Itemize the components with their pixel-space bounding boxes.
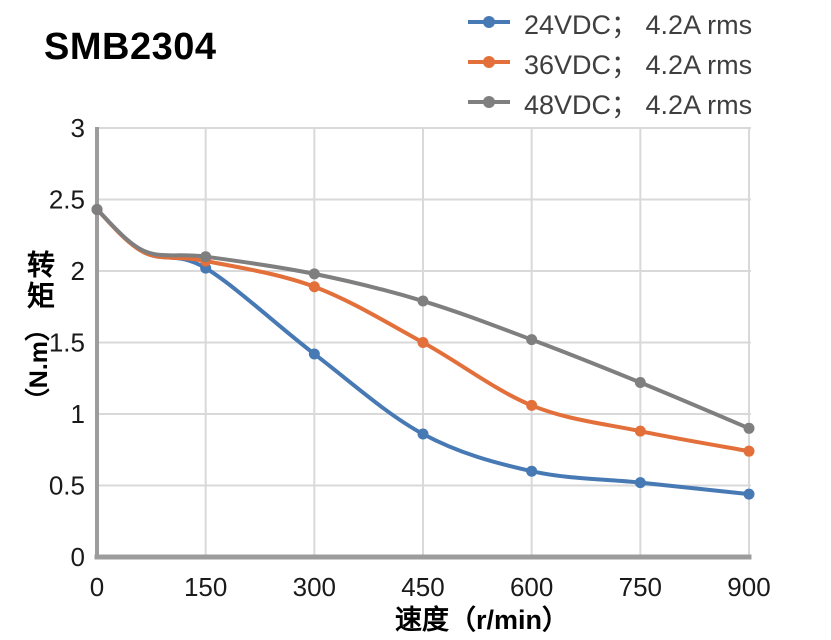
y-tick-label: 0.5 (49, 471, 85, 501)
y-axis-title-unit: （N.m） (25, 316, 53, 414)
legend-item-36vdc: 36VDC； 4.2A rms (466, 45, 753, 80)
x-axis-title: 速度（r/min） (394, 605, 570, 635)
series-marker-48vdc (308, 268, 320, 280)
y-axis-title-cjk: 转矩 (24, 250, 55, 312)
series-marker-36vdc (634, 425, 646, 437)
x-tick-label: 0 (90, 572, 104, 602)
y-tick-label: 0 (71, 542, 85, 572)
x-tick-label: 150 (184, 572, 227, 602)
x-tick-label: 450 (401, 572, 444, 602)
legend-item-48vdc: 48VDC； 4.2A rms (466, 85, 753, 120)
y-tick-label: 1 (71, 399, 85, 429)
series-marker-36vdc (308, 281, 320, 293)
series-marker-36vdc (526, 399, 538, 411)
legend-line-marker-icon (468, 56, 510, 68)
series-marker-48vdc (743, 422, 755, 434)
series-marker-48vdc (91, 204, 103, 216)
x-tick-label: 900 (727, 572, 770, 602)
legend-label: 48VDC； 4.2A rms (524, 89, 753, 120)
series-marker-36vdc (743, 445, 755, 457)
series-marker-24vdc (417, 428, 429, 440)
series-marker-48vdc (526, 334, 538, 346)
legend-line-marker-icon (468, 16, 510, 28)
series-marker-24vdc (743, 488, 755, 500)
series-marker-24vdc (526, 465, 538, 477)
legend-line-marker-icon (468, 96, 510, 108)
legend-item-24vdc: 24VDC； 4.2A rms (466, 5, 753, 40)
x-tick-label: 750 (619, 572, 662, 602)
series-marker-24vdc (308, 348, 320, 360)
y-tick-label: 2.5 (49, 185, 85, 215)
legend: 24VDC； 4.2A rms 36VDC； 4.2A rms 48VDC； 4.2… (466, 5, 753, 120)
y-tick-label: 2 (71, 256, 85, 286)
series-marker-48vdc (634, 377, 646, 389)
series-marker-36vdc (417, 337, 429, 348)
legend-label: 36VDC； 4.2A rms (524, 49, 753, 80)
series-marker-24vdc (634, 477, 646, 489)
y-axis-title: 转矩 （N.m） (20, 250, 58, 413)
series-marker-48vdc (200, 251, 212, 263)
x-tick-label: 300 (293, 572, 336, 602)
y-tick-label: 3 (71, 113, 85, 143)
series-marker-48vdc (417, 295, 429, 307)
y-tick-label: 1.5 (49, 328, 85, 358)
legend-label: 24VDC； 4.2A rms (524, 9, 753, 40)
page-title: SMB2304 (44, 26, 217, 68)
x-tick-label: 600 (510, 572, 553, 602)
